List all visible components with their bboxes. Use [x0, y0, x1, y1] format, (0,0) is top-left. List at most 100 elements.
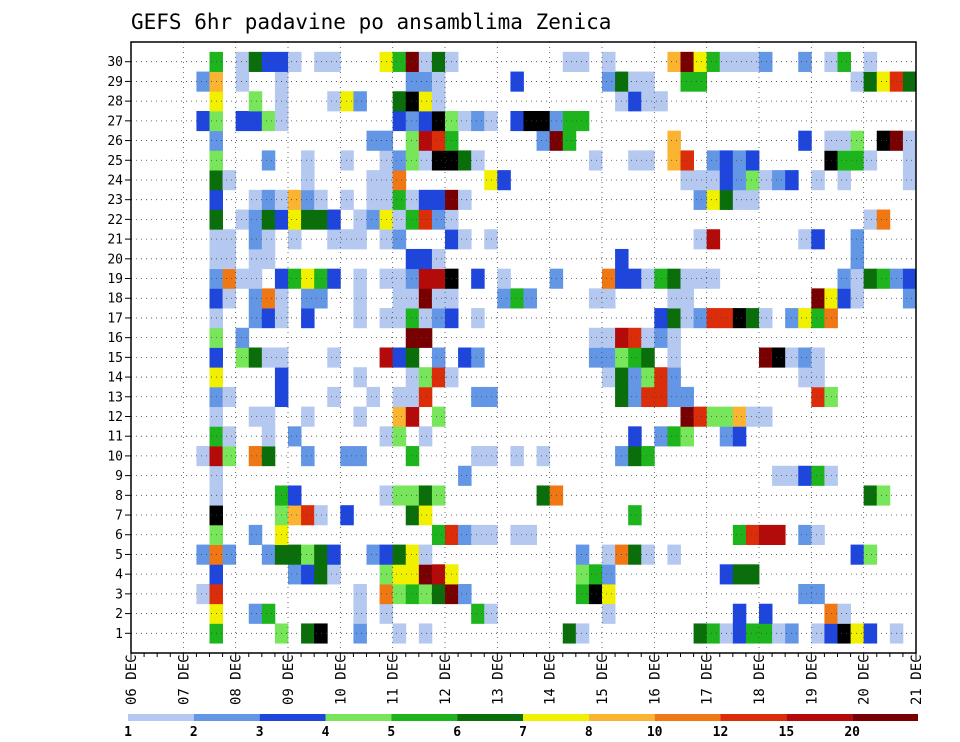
- heatmap-cell: [327, 544, 341, 565]
- heatmap-cell: [222, 268, 237, 289]
- heatmap-cell: [510, 524, 524, 545]
- heatmap-cell: [471, 308, 485, 329]
- heatmap-cell: [235, 268, 250, 289]
- heatmap-cell: [811, 347, 825, 368]
- y-tick-label: 12: [107, 410, 123, 425]
- heatmap-cell: [798, 229, 812, 250]
- heatmap-cell: [340, 189, 354, 210]
- heatmap-cell: [641, 327, 655, 348]
- heatmap-cell: [602, 347, 616, 368]
- heatmap-cell: [667, 367, 681, 388]
- heatmap-cell: [850, 71, 865, 92]
- heatmap-cell: [641, 367, 655, 388]
- heatmap-cell: [431, 406, 446, 427]
- heatmap-cell: [392, 150, 407, 171]
- heatmap-cell: [418, 426, 433, 447]
- heatmap-cell: [667, 347, 681, 368]
- y-tick-label: 9: [115, 469, 123, 484]
- heatmap-cell: [732, 308, 747, 329]
- heatmap-cell: [588, 288, 603, 309]
- heatmap-cell: [248, 406, 263, 427]
- y-tick-label: 29: [107, 75, 123, 90]
- heatmap-cell: [471, 347, 485, 368]
- heatmap-cell: [693, 51, 708, 72]
- legend-label: 15: [779, 725, 795, 740]
- heatmap-cell: [418, 150, 433, 171]
- heatmap-cell: [458, 229, 472, 250]
- heatmap-cell: [261, 288, 276, 309]
- heatmap-cell: [431, 288, 446, 309]
- heatmap-cell: [523, 110, 537, 132]
- x-tick-label: 10 DEC: [333, 654, 349, 705]
- heatmap-cell: [366, 386, 380, 408]
- heatmap-cell: [798, 130, 812, 151]
- x-tick-label: 16 DEC: [647, 654, 663, 705]
- heatmap-cell: [366, 189, 380, 210]
- heatmap-cell: [248, 288, 263, 309]
- heatmap-cell: [392, 544, 407, 565]
- heatmap-cell: [759, 623, 773, 644]
- heatmap-cell: [837, 150, 851, 171]
- heatmap-cell: [798, 51, 812, 72]
- heatmap-cell: [628, 367, 642, 388]
- heatmap-cell: [680, 71, 694, 92]
- heatmap-cell: [196, 446, 210, 467]
- heatmap-cell: [222, 229, 237, 250]
- heatmap-cell: [602, 327, 616, 348]
- heatmap-cell: [418, 71, 433, 92]
- legend-swatch: [391, 714, 458, 721]
- heatmap-cell: [706, 170, 721, 191]
- heatmap-cell: [850, 544, 865, 565]
- heatmap-cell: [745, 524, 760, 545]
- heatmap-cell: [235, 327, 250, 348]
- heatmap-cell: [628, 386, 642, 408]
- heatmap-cell: [405, 446, 420, 467]
- heatmap-cell: [261, 603, 276, 624]
- heatmap-cell: [405, 110, 420, 132]
- heatmap-cell: [641, 150, 655, 171]
- heatmap-cell: [667, 386, 681, 408]
- heatmap-cell: [431, 367, 446, 388]
- heatmap-cell: [798, 347, 812, 368]
- x-tick-label: 07 DEC: [176, 654, 192, 705]
- heatmap-cell: [850, 130, 865, 151]
- heatmap-cell: [248, 268, 263, 289]
- heatmap-cell: [327, 229, 341, 250]
- heatmap-cell: [602, 544, 616, 565]
- legend-swatch: [720, 714, 787, 721]
- heatmap-cell: [628, 91, 642, 112]
- heatmap-cell: [471, 446, 485, 467]
- heatmap-cell: [288, 426, 302, 447]
- heatmap-cell: [602, 268, 616, 289]
- heatmap-cell: [288, 564, 302, 585]
- legend-swatch: [852, 714, 918, 721]
- y-tick-label: 23: [107, 193, 123, 208]
- heatmap-cell: [772, 170, 786, 191]
- heatmap-cell: [405, 209, 420, 230]
- heatmap-cell: [314, 544, 328, 565]
- heatmap-cell: [248, 189, 263, 210]
- heatmap-cell: [418, 51, 433, 72]
- y-tick-label: 20: [107, 252, 123, 267]
- heatmap-cell: [693, 623, 708, 644]
- heatmap-cell: [418, 268, 433, 289]
- heatmap-cell: [471, 524, 485, 545]
- heatmap-cell: [314, 209, 328, 230]
- heatmap-cell: [693, 71, 708, 92]
- heatmap-cell: [431, 130, 446, 151]
- legend-label: 3: [256, 725, 264, 740]
- heatmap-cell: [850, 623, 865, 644]
- heatmap-cell: [902, 170, 917, 191]
- heatmap-cell: [314, 564, 328, 585]
- heatmap-cell: [837, 130, 851, 151]
- heatmap-cell: [261, 189, 276, 210]
- heatmap-cell: [392, 91, 407, 112]
- heatmap-cell: [876, 485, 891, 506]
- heatmap-cell: [471, 603, 485, 624]
- heatmap-cell: [641, 446, 655, 467]
- heatmap-cell: [536, 110, 551, 132]
- heatmap-cell: [235, 209, 250, 230]
- heatmap-cell: [667, 268, 681, 289]
- heatmap-cell: [353, 623, 367, 644]
- y-tick-label: 14: [107, 371, 123, 386]
